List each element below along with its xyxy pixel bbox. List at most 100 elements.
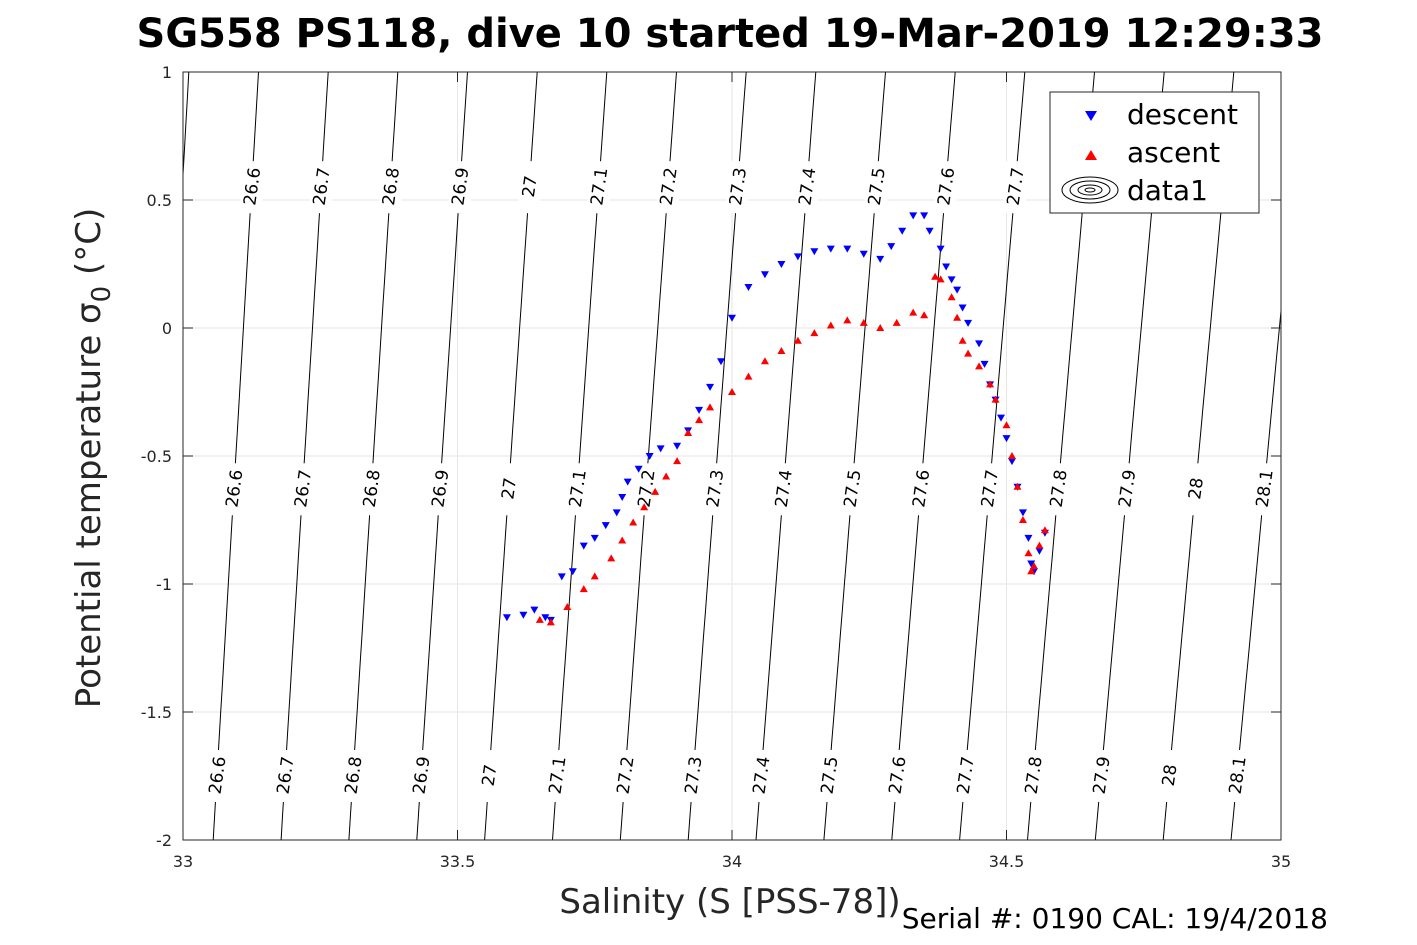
- descent-point: [898, 227, 907, 235]
- legend-ascent-marker: [1085, 150, 1097, 160]
- x-tick-label: 34.5: [989, 852, 1025, 871]
- descent-point: [887, 243, 896, 251]
- contour-label-bg: [310, 161, 333, 214]
- ascent-point: [931, 272, 940, 280]
- descent-point: [1035, 547, 1044, 555]
- contour-label-bg: [409, 750, 432, 802]
- contour-label-bg: [497, 463, 520, 516]
- legend-data1-marker: [1061, 176, 1119, 204]
- contour-label-bg: [205, 750, 228, 802]
- contour-label: 28: [1159, 763, 1182, 787]
- ascent-point: [1029, 562, 1038, 570]
- descent-point: [579, 542, 588, 550]
- contour-label-bg: [909, 463, 932, 516]
- contour-label: 27: [498, 476, 521, 500]
- ascent-point: [1024, 549, 1033, 557]
- contour-label-bg: [934, 161, 957, 214]
- contour-label-bg: [546, 750, 569, 802]
- legend-box: [1049, 91, 1260, 214]
- descent-point: [1007, 458, 1016, 466]
- contour-label-bg: [1184, 463, 1207, 516]
- descent-point: [590, 534, 599, 542]
- contour-label-bg: [841, 463, 864, 516]
- contour-label-bg: [886, 750, 909, 802]
- y-tick-label: -0.5: [141, 447, 172, 466]
- descent-point: [760, 271, 769, 279]
- descent-point: [876, 255, 885, 263]
- contour-label-bg: [477, 750, 500, 802]
- contour-label-bg: [634, 463, 657, 516]
- ascent-point: [590, 572, 599, 580]
- contour-label-bg: [341, 750, 364, 802]
- contour-label: 27: [519, 174, 542, 198]
- x-tick-label: 34: [722, 852, 742, 871]
- axis-ticks: 33 33.5 34 34.5 35 -2 -1.5 -1 -0.5 0 0.5 1: [141, 63, 1291, 871]
- ascent-point: [936, 275, 945, 283]
- contour-label-bg: [1226, 750, 1249, 802]
- contour-label-bg: [657, 161, 680, 214]
- contour-label-bg: [1090, 750, 1113, 802]
- descent-point: [601, 522, 610, 530]
- descent-point: [1002, 435, 1011, 443]
- x-tick-label: 35: [1271, 852, 1291, 871]
- contour-label-bg: [379, 161, 402, 214]
- contour-label-bg: [614, 750, 637, 802]
- contour-label-bg: [865, 161, 888, 214]
- ascent-point: [1035, 541, 1044, 549]
- ascent-point: [947, 293, 956, 301]
- ascent-point: [662, 472, 671, 480]
- descent-point: [1018, 509, 1027, 517]
- descent-point: [618, 493, 627, 501]
- descent-point: [953, 286, 962, 294]
- ascent-point: [826, 321, 835, 329]
- descent-point: [519, 611, 528, 619]
- ascent-point: [706, 403, 715, 411]
- contour-label-bg: [954, 750, 977, 802]
- ascent-point: [1002, 421, 1011, 429]
- ascent-point: [975, 362, 984, 370]
- descent-point: [645, 453, 654, 460]
- descent-point: [947, 276, 956, 284]
- contour-label-bg: [291, 463, 314, 516]
- contour-label-bg: [726, 161, 749, 214]
- descent-point: [997, 414, 1006, 422]
- ascent-point: [579, 585, 588, 593]
- descent-point: [728, 314, 736, 322]
- descent-point: [1024, 534, 1033, 542]
- ascent-point: [673, 457, 682, 465]
- descent-point: [920, 212, 929, 220]
- descent-point: [777, 261, 786, 268]
- contour-label-bg: [750, 750, 773, 802]
- descent-point: [980, 360, 989, 368]
- ascent-point: [728, 388, 736, 395]
- ascent-point: [684, 428, 693, 436]
- contour-label-bg: [703, 463, 726, 516]
- descent-point: [793, 253, 802, 261]
- contour-label: 28: [1185, 476, 1208, 500]
- data-points: [502, 212, 1049, 626]
- descent-point: [958, 304, 967, 312]
- ascent-point: [546, 618, 555, 626]
- ascent-point: [892, 318, 901, 326]
- chart-title: SG558 PS118, dive 10 started 19-Mar-2019…: [137, 11, 1324, 57]
- legend-descent-label: descent: [1127, 98, 1238, 131]
- contour-label-bg: [1047, 463, 1070, 516]
- ascent-point: [859, 318, 868, 326]
- legend: descent ascent data1: [1049, 91, 1260, 214]
- descent-point: [826, 245, 835, 253]
- ascent-point: [563, 603, 572, 611]
- contour-label-bg: [222, 463, 245, 516]
- ascent-point: [607, 554, 616, 562]
- isopycnal-28.1: [1230, 305, 1281, 840]
- descent-point: [964, 319, 973, 327]
- descent-point: [936, 245, 945, 253]
- x-tick-label: 33: [173, 852, 193, 871]
- ascent-point: [1013, 482, 1022, 490]
- descent-point: [502, 614, 511, 622]
- descent-point: [706, 383, 715, 391]
- y-tick-label: 1: [162, 63, 172, 82]
- contour-label-bg: [518, 161, 541, 214]
- descent-point: [1027, 560, 1036, 568]
- contour-label-bg: [1158, 750, 1181, 802]
